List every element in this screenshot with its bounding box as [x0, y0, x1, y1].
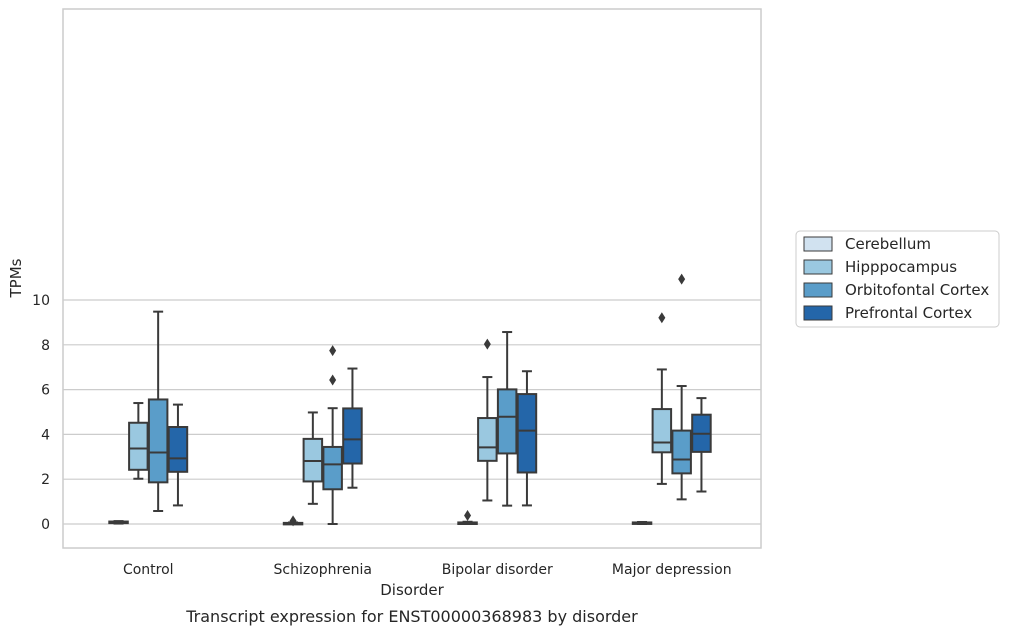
y-axis-title: TPMs: [7, 258, 25, 298]
box-iqr: [477, 417, 498, 462]
box-cerebellum: [631, 520, 653, 525]
outlier-point: [678, 273, 686, 285]
box-prefrontal-cortex: [167, 403, 189, 507]
outlier-point: [464, 509, 472, 521]
box-prefrontal-cortex: [691, 397, 712, 493]
box-iqr: [671, 429, 692, 475]
legend-swatch: [803, 305, 833, 321]
chart-caption: Transcript expression for ENST0000036898…: [185, 607, 638, 626]
box-iqr: [342, 407, 363, 465]
box-orbitofontal-cortex: [147, 310, 169, 513]
box-cerebellum: [108, 520, 129, 525]
box-cerebellum: [457, 509, 478, 526]
y-tick-labels: 0 2 4 6 8 10: [32, 293, 50, 533]
outlier-point: [289, 515, 297, 527]
outlier-point: [329, 374, 337, 386]
x-tick-label: Major depression: [612, 562, 732, 578]
legend-swatch: [803, 259, 833, 275]
box-iqr: [651, 408, 673, 454]
legend-label: Cerebellum: [845, 235, 931, 253]
y-tick-label: 6: [41, 383, 50, 399]
y-tick-label: 8: [41, 338, 50, 354]
box-orbitofontal-cortex: [496, 331, 518, 507]
legend-label: Hipppocampus: [845, 258, 957, 276]
x-tick-labels: Control Schizophrenia Bipolar disorder Majo…: [123, 562, 732, 578]
box-hipppocampus: [477, 338, 498, 502]
legend-swatch: [803, 282, 833, 298]
box-orbitofontal-cortex: [671, 273, 692, 501]
legend: Cerebellum Hipppocampus Orbitofontal Corte…: [795, 230, 1000, 328]
y-tick-label: 10: [32, 293, 50, 309]
boxes: [108, 273, 712, 527]
x-tick-label: Schizophrenia: [274, 562, 372, 578]
box-iqr: [128, 421, 149, 471]
box-prefrontal-cortex: [342, 367, 363, 489]
outlier-point: [329, 345, 337, 357]
box-hipppocampus: [651, 312, 673, 485]
legend-label: Prefrontal Cortex: [845, 304, 972, 322]
box-cerebellum: [282, 515, 304, 527]
y-tick-label: 0: [41, 517, 50, 533]
box-iqr: [496, 388, 518, 455]
box-iqr: [147, 398, 169, 484]
box-iqr: [167, 426, 189, 473]
outlier-point: [483, 338, 491, 350]
box-iqr: [322, 445, 343, 491]
y-tick-label: 2: [41, 472, 50, 488]
legend-label: Orbitofontal Cortex: [845, 281, 989, 299]
x-tick-label: Bipolar disorder: [442, 562, 553, 578]
plot-frame: [62, 8, 762, 549]
outlier-point: [658, 312, 666, 324]
y-tick-label: 4: [41, 427, 50, 443]
box-iqr: [516, 393, 538, 474]
legend-swatch: [803, 236, 833, 252]
box-prefrontal-cortex: [516, 370, 538, 507]
x-tick-label: Control: [123, 562, 174, 578]
box-orbitofontal-cortex: [322, 345, 343, 525]
box-hipppocampus: [302, 411, 324, 505]
legend-frame: [795, 230, 1000, 328]
box-hipppocampus: [128, 402, 149, 480]
x-axis-title: Disorder: [380, 581, 444, 599]
